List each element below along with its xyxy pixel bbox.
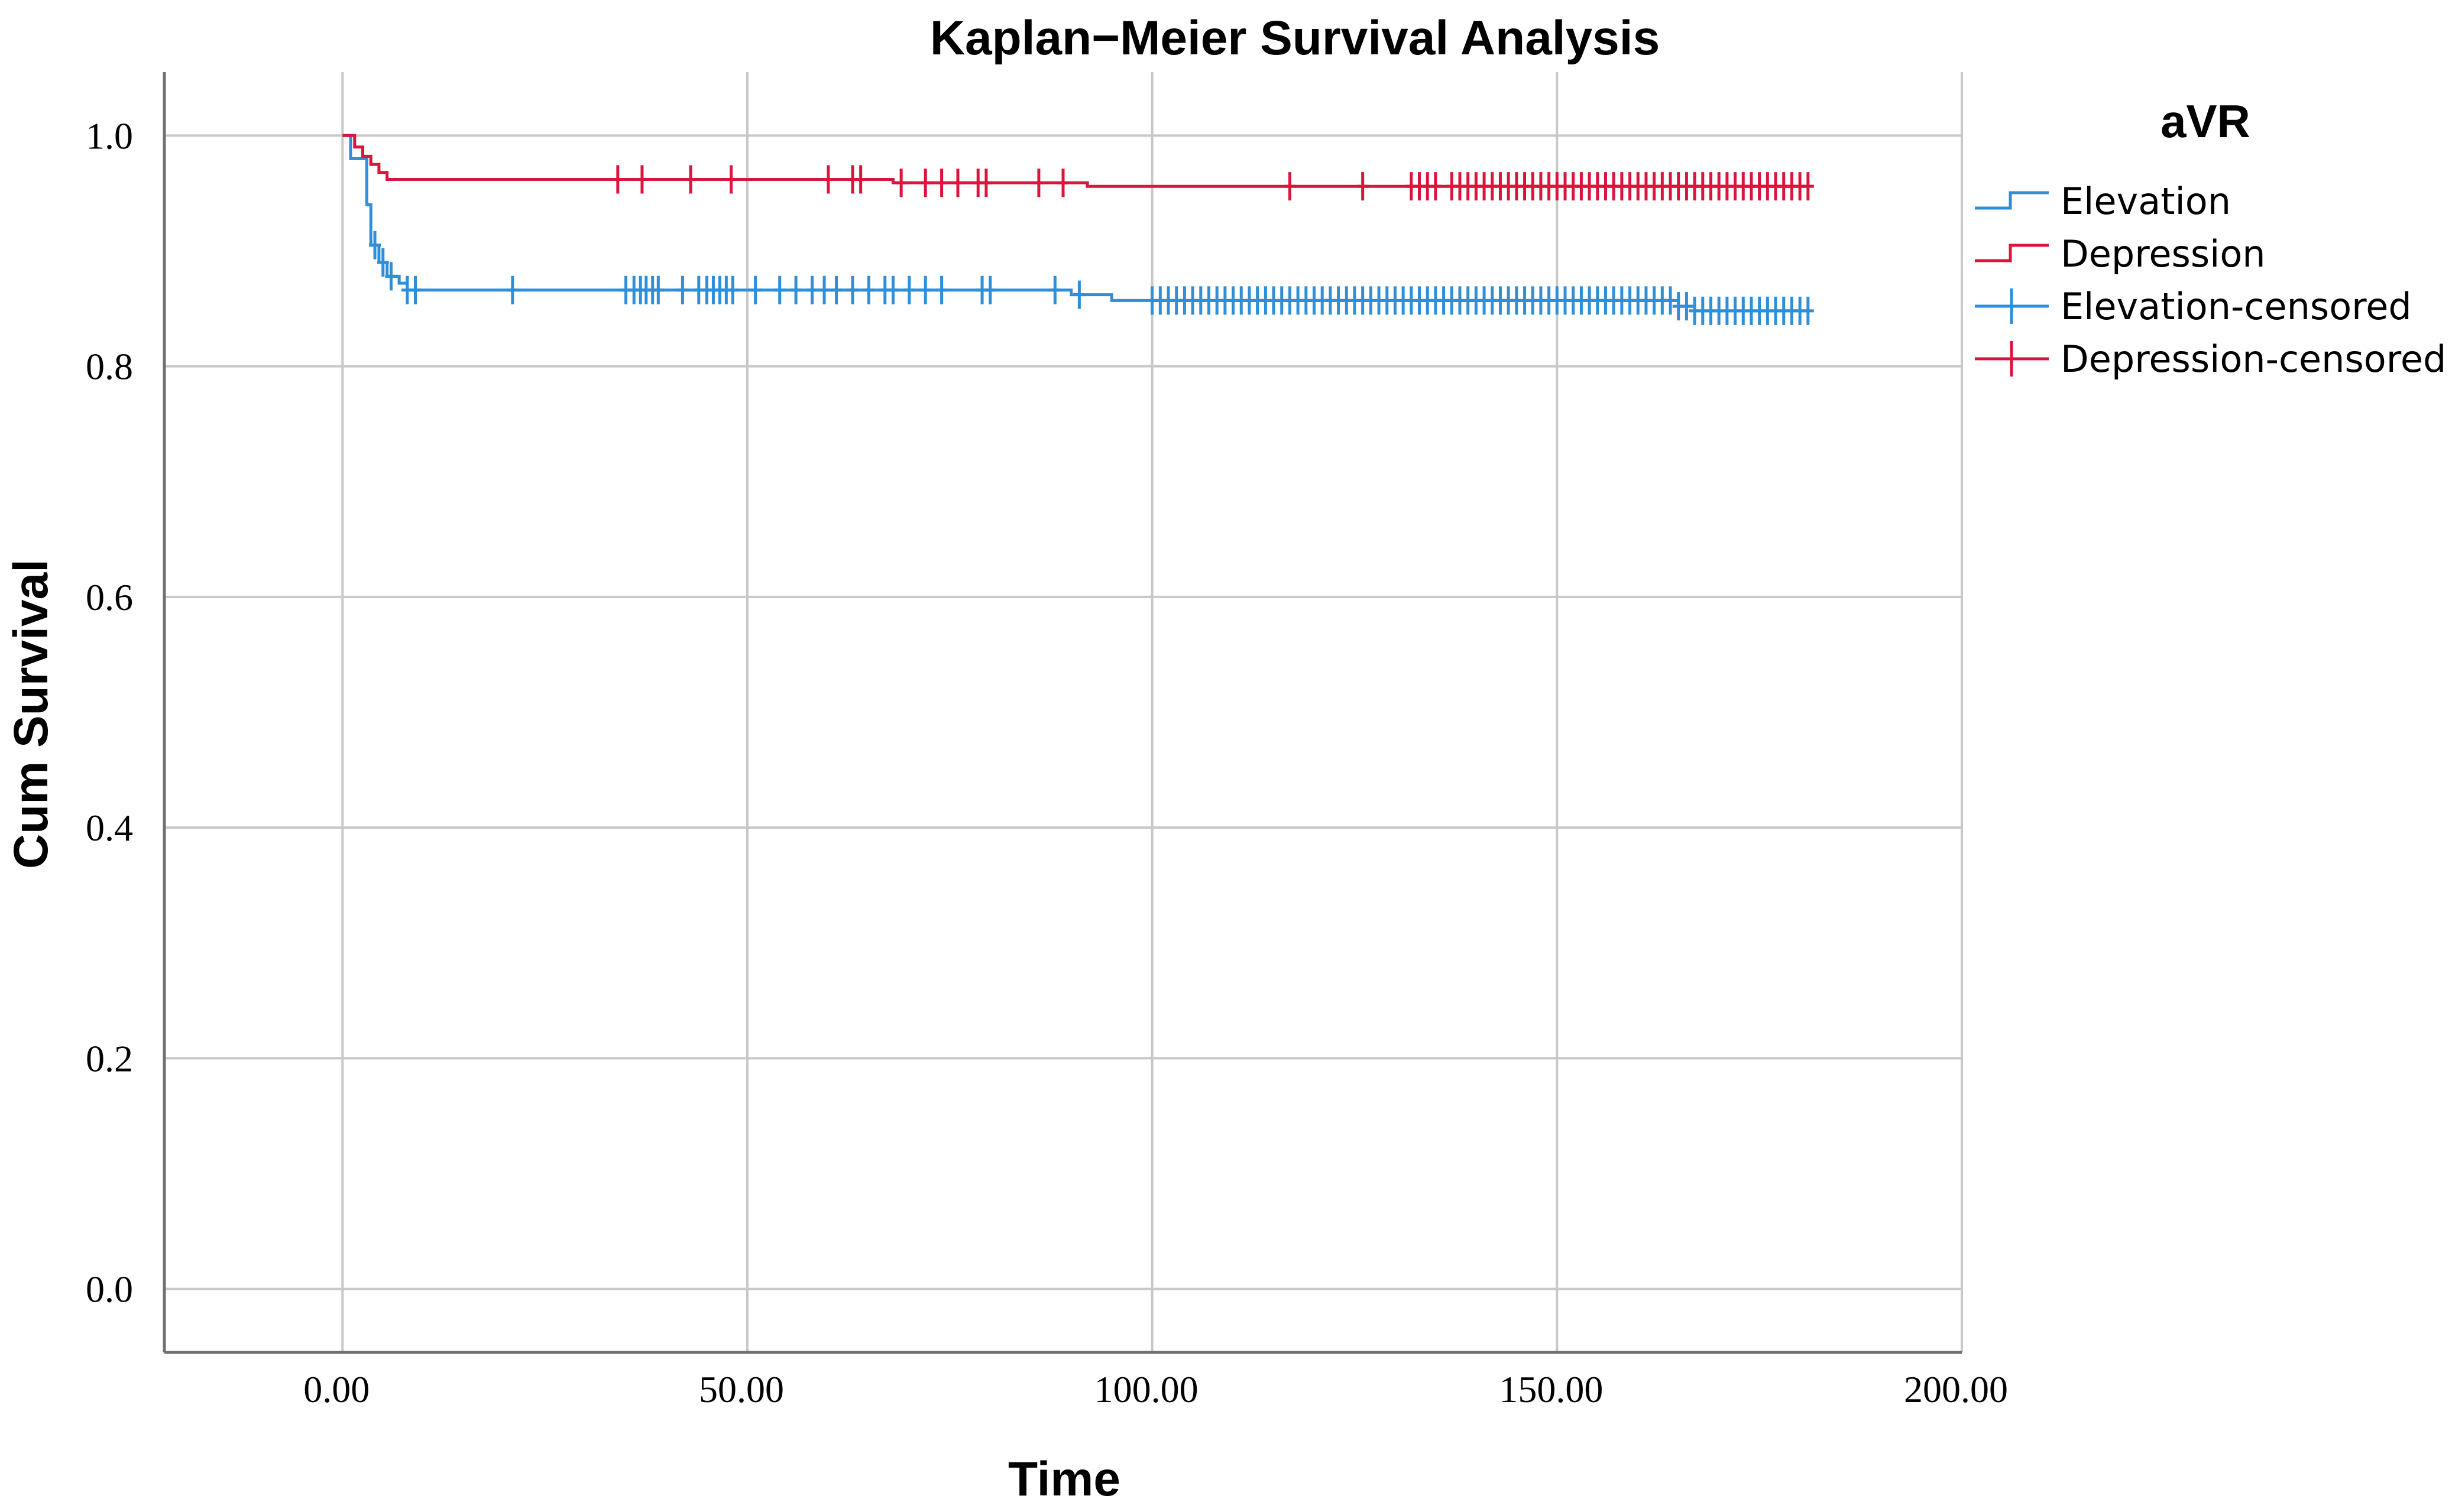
elevation-censor-mark [773,275,786,304]
legend-item-elevation-censored: Elevation-censored [1975,285,2412,328]
depression-censor-mark [895,168,908,197]
elevation-censor-mark [385,262,397,291]
elevation-censor-mark [1073,280,1086,309]
depression-censor-mark [1284,172,1296,201]
elevation-curve [342,134,1808,313]
depression-censor-mark [951,168,964,197]
depression-censor-mark [919,168,932,197]
elevation-censor-mark [652,275,665,304]
x-tick-label: 150.00 [1499,1368,1603,1410]
elevation-censor-mark [1680,292,1693,321]
elevation-censor-mark [806,275,818,304]
depression-censor-mark [1057,168,1069,197]
legend-item-depression-censored: Depression-censored [1975,338,2446,381]
elevation-censor-mark [377,248,389,277]
elevation-censor-mark [1802,296,1814,325]
depression-censor-mark [822,165,834,194]
legend-title: aVR [2161,95,2250,147]
legend-label: Elevation [2061,180,2231,223]
x-tick-label: 200.00 [1904,1368,2008,1410]
y-tick-label: 0.2 [86,1037,133,1079]
axes [163,72,1962,1354]
elevation-censor-mark [749,275,762,304]
legend-item-depression: Depression [1975,232,2266,275]
elevation-censor-mark [830,275,843,304]
depression-censor-mark [725,165,737,194]
legend-swatch-step [1975,244,2049,262]
y-axis-title: Cum Survival [4,559,58,869]
legend: Elevation Depression Elevation-censored Dep… [1975,180,2446,381]
y-tick-label: 0.6 [86,576,133,618]
depression-censor-mark [854,165,867,194]
depression-censor-mark [1356,172,1369,201]
tick-labels: 0.0 0.2 0.4 0.6 0.8 1.0 0.00 50.00 100.00 150.00 2… [86,115,2008,1410]
series-curves [342,134,1814,325]
depression-censor-mark [935,168,948,197]
elevation-censor-mark [935,275,948,304]
depression-censor-mark [1429,172,1442,201]
elevation-censor-mark [887,275,899,304]
elevation-censor-mark [863,275,875,304]
elevation-censor-mark [506,275,519,304]
y-tick-label: 0.4 [86,807,133,849]
elevation-censor-mark [984,275,996,304]
legend-label: Elevation-censored [2061,285,2412,328]
elevation-censor-mark [790,275,802,304]
elevation-censor-mark [369,231,381,259]
depression-censor-mark [685,165,697,194]
elevation-censor-mark [1049,275,1061,304]
grid-lines [164,72,1963,1352]
x-axis-title: Time [1008,1452,1120,1506]
depression-censor-mark [1802,172,1814,201]
elevation-censor-mark [676,275,689,304]
chart-title: Kaplan−Meier Survival Analysis [930,11,1660,65]
x-tick-label: 50.00 [699,1368,784,1410]
elevation-censor-mark [903,275,915,304]
depression-censor-mark [611,165,624,194]
y-tick-label: 1.0 [86,115,133,157]
legend-label: Depression [2061,232,2266,275]
depression-censor-mark [1032,168,1045,197]
depression-censor-mark [980,168,992,197]
elevation-censor-mark [846,275,859,304]
legend-item-elevation: Elevation [1975,180,2231,223]
elevation-censor-mark [818,275,831,304]
elevation-censor-mark [409,275,422,304]
legend-swatch-step [1975,191,2049,210]
elevation-censor-mark [727,275,739,304]
y-tick-label: 0.0 [86,1268,133,1310]
elevation-censor-mark [919,275,932,304]
y-tick-label: 0.8 [86,346,133,388]
elevation-censor-mark [1664,286,1677,315]
legend-label: Depression-censored [2061,338,2446,381]
x-tick-label: 100.00 [1094,1368,1199,1410]
x-tick-label: 0.00 [303,1368,370,1410]
depression-censor-mark [636,165,648,194]
